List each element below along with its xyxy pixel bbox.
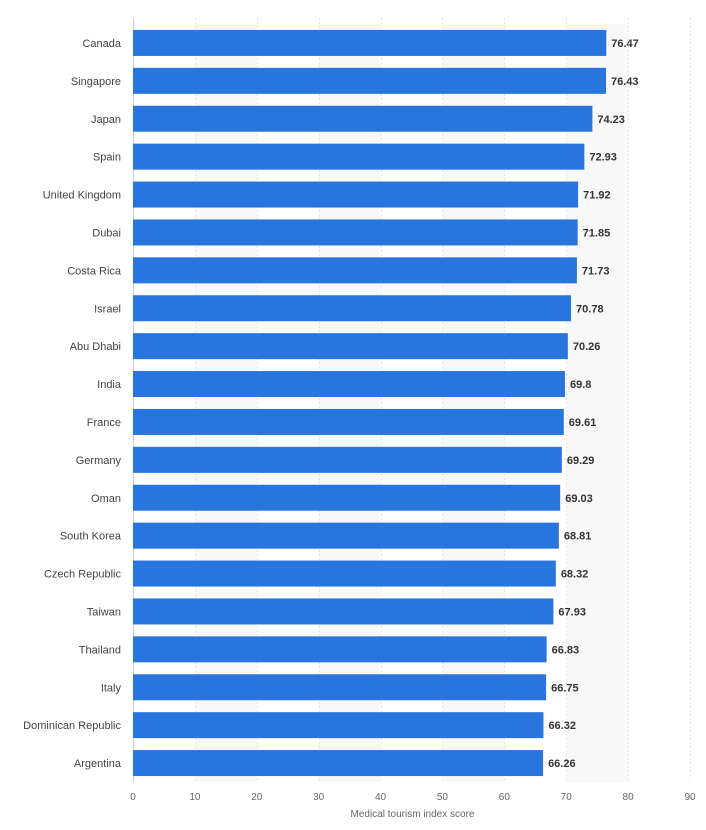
bar bbox=[133, 522, 559, 549]
data-label: 67.93 bbox=[558, 606, 586, 618]
category-label: Czech Republic bbox=[44, 569, 122, 581]
data-label: 76.47 bbox=[611, 38, 639, 50]
data-label: 69.29 bbox=[567, 455, 595, 467]
bar bbox=[133, 712, 544, 739]
x-tick-label: 20 bbox=[251, 792, 263, 803]
x-tick-label: 30 bbox=[313, 792, 325, 803]
background-bands bbox=[194, 24, 629, 782]
bar bbox=[133, 105, 593, 132]
data-label: 68.32 bbox=[561, 569, 589, 581]
bar bbox=[133, 674, 547, 701]
background-band bbox=[442, 24, 505, 782]
category-label: Oman bbox=[91, 493, 121, 505]
category-label: Singapore bbox=[71, 76, 121, 88]
category-label: Abu Dhabi bbox=[70, 341, 121, 353]
data-label: 66.26 bbox=[548, 758, 576, 770]
bar bbox=[133, 295, 572, 322]
bar bbox=[133, 181, 579, 208]
category-label: Dominican Republic bbox=[23, 720, 121, 732]
x-tick-label: 0 bbox=[130, 792, 136, 803]
category-label: Italy bbox=[101, 682, 122, 694]
category-label: Spain bbox=[93, 152, 121, 164]
data-label: 69.8 bbox=[570, 379, 591, 391]
x-tick-label: 80 bbox=[623, 792, 635, 803]
category-label: Germany bbox=[76, 455, 122, 467]
category-label: France bbox=[87, 417, 121, 429]
background-band bbox=[566, 24, 629, 782]
background-band bbox=[318, 24, 381, 782]
category-label: Japan bbox=[91, 114, 121, 126]
bar bbox=[133, 560, 556, 587]
category-label: Costa Rica bbox=[67, 265, 122, 277]
bar bbox=[133, 598, 554, 625]
x-tick-label: 10 bbox=[189, 792, 201, 803]
data-label: 68.81 bbox=[564, 531, 592, 543]
value-labels: 76.47 76.43 74.23 72.93 71.92 71.85 71.73 70.78… bbox=[548, 38, 639, 770]
x-tick-label: 60 bbox=[499, 792, 511, 803]
data-label: 71.85 bbox=[583, 227, 611, 239]
data-label: 74.23 bbox=[597, 114, 625, 126]
x-tick-label: 40 bbox=[375, 792, 387, 803]
category-labels: Canada Singapore Japan Spain United Kingdom D… bbox=[23, 38, 122, 770]
data-label: 69.03 bbox=[565, 493, 593, 505]
bar bbox=[133, 484, 561, 511]
x-tick-label: 70 bbox=[561, 792, 573, 803]
category-label: United Kingdom bbox=[43, 190, 121, 202]
bar bbox=[133, 750, 544, 777]
data-label: 76.43 bbox=[611, 76, 639, 88]
bar bbox=[133, 371, 565, 398]
category-label: Dubai bbox=[92, 227, 121, 239]
bar bbox=[133, 29, 607, 56]
category-label: Taiwan bbox=[87, 606, 121, 618]
bar bbox=[133, 143, 585, 170]
bars bbox=[133, 29, 607, 777]
category-label: India bbox=[97, 379, 122, 391]
data-label: 66.83 bbox=[552, 644, 580, 656]
data-label: 70.78 bbox=[576, 303, 604, 315]
x-tick-label: 50 bbox=[437, 792, 449, 803]
category-label: Thailand bbox=[79, 644, 121, 656]
bar bbox=[133, 636, 547, 663]
data-label: 71.92 bbox=[583, 190, 611, 202]
category-label: South Korea bbox=[60, 531, 122, 543]
x-axis-ticks: 0 10 20 30 40 50 60 70 80 90 bbox=[130, 792, 696, 803]
bar bbox=[133, 257, 577, 284]
bar bbox=[133, 333, 568, 360]
bar bbox=[133, 67, 607, 94]
background-band bbox=[194, 24, 257, 782]
x-axis-title: Medical tourism index score bbox=[351, 809, 475, 820]
category-label: Canada bbox=[82, 38, 121, 50]
data-label: 69.61 bbox=[569, 417, 597, 429]
data-label: 70.26 bbox=[573, 341, 601, 353]
category-label: Israel bbox=[94, 303, 121, 315]
data-label: 71.73 bbox=[582, 265, 610, 277]
data-label: 66.75 bbox=[551, 682, 579, 694]
bar bbox=[133, 219, 578, 246]
bar bbox=[133, 446, 562, 473]
data-label: 66.32 bbox=[548, 720, 576, 732]
x-tick-label: 90 bbox=[684, 792, 696, 803]
bar bbox=[133, 408, 564, 435]
data-label: 72.93 bbox=[589, 152, 617, 164]
category-label: Argentina bbox=[74, 758, 122, 770]
